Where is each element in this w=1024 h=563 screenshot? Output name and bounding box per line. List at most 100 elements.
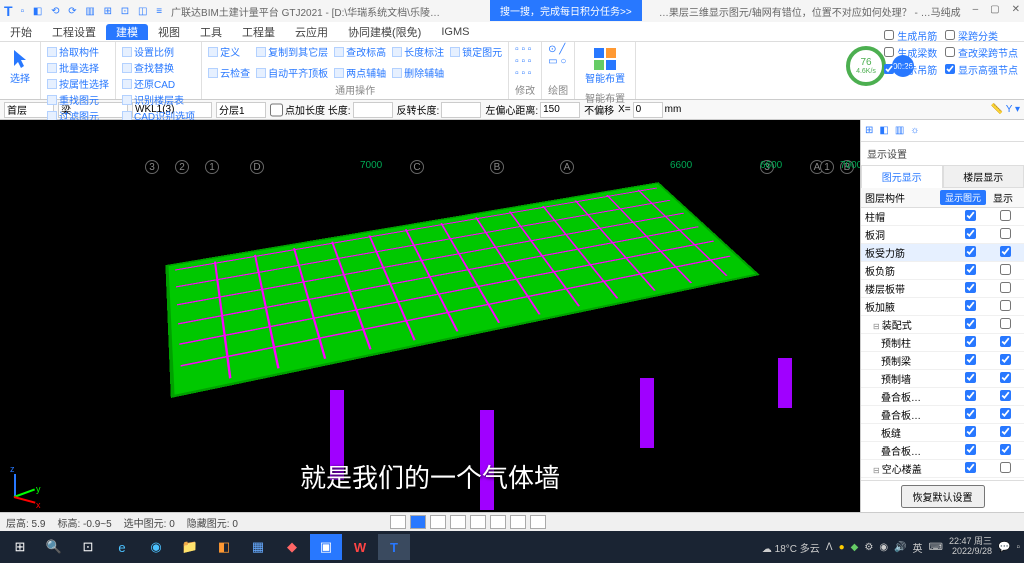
ribbon-item[interactable]: 还原CAD — [122, 76, 195, 91]
app-icon[interactable]: ◧ — [208, 534, 240, 560]
taskview-icon[interactable]: ⊡ — [72, 534, 104, 560]
length-checkbox[interactable] — [270, 102, 283, 118]
ribbon-option[interactable]: 梁跨分类 — [945, 28, 998, 43]
tab-5[interactable]: 工程量 — [232, 24, 285, 40]
ribbon-item[interactable]: 查改标高 — [334, 44, 386, 59]
layer-row[interactable]: 板缝 — [861, 424, 1024, 442]
ruler-icon[interactable]: 📏 Y ▾ — [991, 104, 1020, 115]
tool-icon[interactable] — [450, 515, 466, 529]
minimize-icon[interactable]: – — [973, 4, 979, 19]
tab-4[interactable]: 工具 — [190, 24, 232, 40]
notification-icon[interactable]: 💬 — [998, 542, 1010, 553]
tab-7[interactable]: 协同建模(限免) — [338, 24, 431, 40]
ribbon-item[interactable]: 两点辅轴 — [334, 65, 386, 80]
tool-icon[interactable]: ◧ — [879, 125, 888, 136]
ribbon-option[interactable]: 生成梁数 — [884, 45, 937, 60]
wps-icon[interactable]: W — [344, 534, 376, 560]
layer-row[interactable]: 预制墙 — [861, 370, 1024, 388]
smart-layout-button[interactable]: 智能布置 — [581, 44, 629, 89]
reset-button[interactable]: 恢复默认设置 — [901, 485, 985, 508]
layer-row[interactable]: 板洞 — [861, 226, 1024, 244]
search-icon[interactable]: 🔍 — [38, 534, 70, 560]
ribbon-item[interactable]: 锁定图元 — [450, 44, 502, 59]
tool-icon[interactable]: ☼ — [910, 125, 919, 136]
app-icon[interactable]: ◆ — [276, 534, 308, 560]
volume-icon[interactable]: 🔊 — [894, 542, 906, 553]
ribbon-option[interactable]: 显示高强节点 — [945, 62, 1018, 77]
start-button[interactable]: ⊞ — [4, 534, 36, 560]
ribbon-item[interactable]: 复制到其它层 — [256, 44, 328, 59]
tab-8[interactable]: IGMS — [431, 26, 479, 38]
tool-icon[interactable] — [470, 515, 486, 529]
layer-row[interactable]: ⊟装配式 — [861, 316, 1024, 334]
tray-icon[interactable]: ▫ — [1016, 542, 1020, 553]
layer-list[interactable]: 柱帽板洞板受力筋板负筋楼层板带板加腋⊟装配式预制柱预制梁预制墙叠合板…叠合板…板… — [861, 208, 1024, 480]
app-active-icon[interactable]: T — [378, 534, 410, 560]
layer-row[interactable]: 叠合板… — [861, 388, 1024, 406]
tool-icon[interactable] — [510, 515, 526, 529]
subtab-element[interactable]: 图元显示 — [861, 165, 943, 188]
layer-row[interactable]: 楼层板带 — [861, 280, 1024, 298]
tab-0[interactable]: 开始 — [0, 24, 42, 40]
edge2-icon[interactable]: ◉ — [140, 534, 172, 560]
maximize-icon[interactable]: ▢ — [990, 4, 999, 19]
tab-2[interactable]: 建模 — [106, 24, 148, 40]
edge-icon[interactable]: e — [106, 534, 138, 560]
tool-icon[interactable] — [490, 515, 506, 529]
layer-row[interactable]: 叠合板… — [861, 442, 1024, 460]
offset-input[interactable] — [540, 102, 580, 118]
tool-icon[interactable] — [430, 515, 446, 529]
keyboard-icon[interactable]: ⌨ — [929, 542, 943, 553]
ribbon-option[interactable]: 显示吊筋 — [884, 62, 937, 77]
layer-row[interactable]: 叠合板… — [861, 406, 1024, 424]
ribbon-item[interactable]: 自动平齐顶板 — [256, 65, 328, 80]
tab-6[interactable]: 云应用 — [285, 24, 338, 40]
close-icon[interactable]: ✕ — [1012, 4, 1020, 19]
tool-icon[interactable] — [390, 515, 406, 529]
tool-icon[interactable] — [530, 515, 546, 529]
tray-up-icon[interactable]: ᐱ — [826, 542, 833, 553]
tray-icon[interactable]: ⚙ — [864, 542, 873, 553]
ribbon-option[interactable]: 生成吊筋 — [884, 28, 937, 43]
layer-row[interactable]: 柱帽 — [861, 208, 1024, 226]
tool-icon[interactable]: ⊞ — [865, 125, 873, 136]
ribbon-option[interactable]: 查改梁跨节点 — [945, 45, 1018, 60]
app-icon[interactable]: ▣ — [310, 534, 342, 560]
explorer-icon[interactable]: 📁 — [174, 534, 206, 560]
app-icon[interactable]: ▦ — [242, 534, 274, 560]
tray-icon[interactable]: ● — [839, 542, 845, 553]
tray-icon[interactable]: ◆ — [851, 542, 859, 553]
ribbon-item[interactable]: 识别楼层表 — [122, 92, 195, 107]
lang-indicator[interactable]: 英 — [913, 540, 923, 555]
layer-row[interactable]: 预制梁 — [861, 352, 1024, 370]
tool-icon[interactable] — [410, 515, 426, 529]
tab-3[interactable]: 视图 — [148, 24, 190, 40]
weather-widget[interactable]: ☁ 18°C 多云 — [762, 540, 820, 555]
3d-viewport[interactable]: A B C D A B 3 1 1 2 3 7000 6600 7000 660… — [0, 120, 860, 512]
promo-banner[interactable]: 搜一搜，完成每日积分任务>> — [490, 0, 642, 21]
ribbon-item[interactable]: 重找图元 — [47, 92, 109, 107]
ribbon-item[interactable]: 定义 — [208, 44, 250, 59]
ribbon-item[interactable]: 删除辅轴 — [392, 65, 444, 80]
layer-row[interactable]: 板负筋 — [861, 262, 1024, 280]
tool-icon[interactable]: ▥ — [895, 125, 904, 136]
layer-row[interactable]: ⊟空心楼盖 — [861, 460, 1024, 478]
ribbon-item[interactable]: 长度标注 — [392, 44, 444, 59]
performance-gauge[interactable]: 764.6K/s — [846, 46, 886, 86]
layer-select[interactable] — [216, 102, 266, 118]
tab-1[interactable]: 工程设置 — [42, 24, 106, 40]
ribbon-item[interactable]: 批量选择 — [47, 60, 109, 75]
subtab-floor[interactable]: 楼层显示 — [943, 165, 1024, 188]
tray-icon[interactable]: ◉ — [879, 542, 888, 553]
ribbon-item[interactable]: 设置比例 — [122, 44, 195, 59]
ribbon-item[interactable]: 查找替换 — [122, 60, 195, 75]
clock[interactable]: 22:47 周三 2022/9/28 — [949, 537, 992, 557]
ribbon-item[interactable]: 拾取构件 — [47, 44, 109, 59]
layer-row[interactable]: 预制柱 — [861, 334, 1024, 352]
ribbon-item[interactable]: 云检查 — [208, 65, 250, 80]
ribbon-item[interactable]: 按属性选择 — [47, 76, 109, 91]
layer-row[interactable]: 板受力筋 — [861, 244, 1024, 262]
ribbon-group-select: 拾取构件 批量选择 按属性选择 重找图元 过滤图元 选择 — [41, 42, 116, 99]
layer-row[interactable]: 板加腋 — [861, 298, 1024, 316]
select-button[interactable]: 选择 — [6, 44, 34, 89]
